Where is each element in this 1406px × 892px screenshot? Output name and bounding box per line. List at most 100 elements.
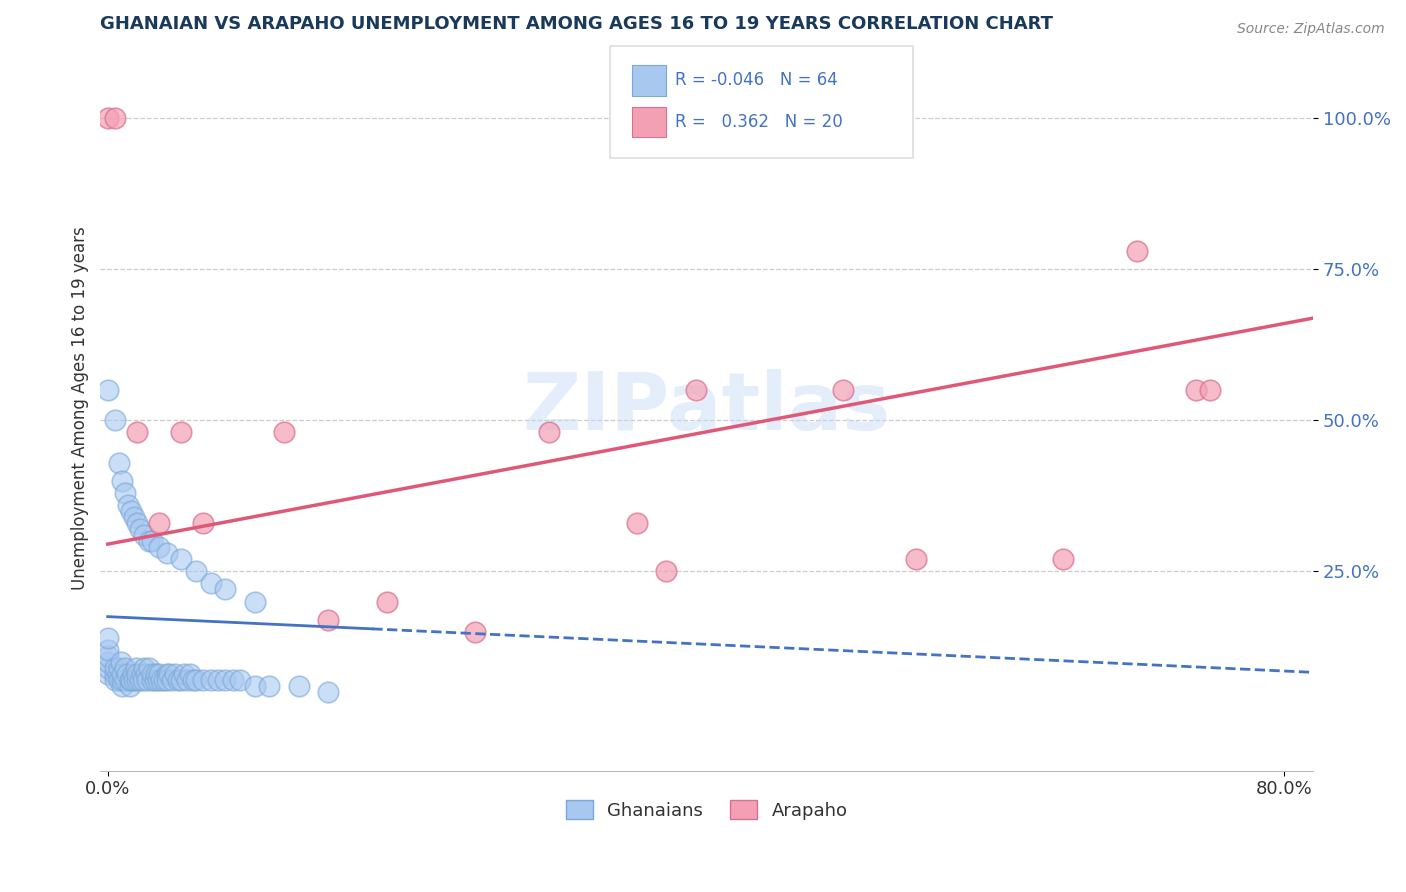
Point	[111, 667, 134, 681]
Point	[170, 425, 193, 440]
Point	[200, 576, 222, 591]
Point	[97, 631, 120, 645]
Point	[104, 673, 127, 687]
Point	[141, 673, 163, 687]
Point	[148, 540, 170, 554]
Point	[135, 667, 157, 681]
Point	[145, 667, 167, 681]
Point	[149, 673, 172, 687]
Point	[288, 679, 311, 693]
Point	[143, 673, 166, 687]
Text: GHANAIAN VS ARAPAHO UNEMPLOYMENT AMONG AGES 16 TO 19 YEARS CORRELATION CHART: GHANAIAN VS ARAPAHO UNEMPLOYMENT AMONG A…	[100, 15, 1053, 33]
Point	[120, 504, 142, 518]
Point	[655, 564, 678, 578]
Point	[170, 673, 193, 687]
Point	[117, 498, 139, 512]
Point	[97, 661, 120, 675]
Text: ZIPatlas: ZIPatlas	[523, 369, 891, 447]
Point	[375, 594, 398, 608]
Point	[108, 661, 131, 675]
Point	[97, 648, 120, 663]
Point	[184, 564, 207, 578]
Point	[127, 516, 149, 530]
Point	[170, 552, 193, 566]
FancyBboxPatch shape	[631, 65, 665, 95]
Point	[214, 673, 236, 687]
Point	[97, 667, 120, 681]
Point	[1199, 383, 1222, 397]
Point	[464, 624, 486, 639]
Legend: Ghanaians, Arapaho: Ghanaians, Arapaho	[558, 793, 855, 827]
Point	[114, 673, 136, 687]
Point	[127, 673, 149, 687]
Point	[127, 425, 149, 440]
Point	[685, 383, 707, 397]
Point	[111, 673, 134, 687]
Point	[159, 667, 181, 681]
Point	[176, 673, 198, 687]
Point	[148, 667, 170, 681]
Point	[173, 667, 195, 681]
Text: Source: ZipAtlas.com: Source: ZipAtlas.com	[1237, 22, 1385, 37]
Point	[181, 673, 204, 687]
Point	[122, 510, 145, 524]
Point	[138, 534, 160, 549]
Point	[167, 673, 190, 687]
Point	[97, 643, 120, 657]
Point	[134, 661, 156, 675]
Point	[114, 661, 136, 675]
Point	[104, 661, 127, 675]
Point	[207, 673, 229, 687]
Point	[214, 582, 236, 597]
Point	[155, 667, 177, 681]
Point	[129, 673, 152, 687]
Point	[141, 667, 163, 681]
Point	[118, 673, 141, 687]
Point	[155, 673, 177, 687]
Point	[97, 111, 120, 125]
Point	[221, 673, 243, 687]
Point	[179, 667, 201, 681]
Point	[316, 613, 339, 627]
Point	[229, 673, 252, 687]
Point	[273, 425, 295, 440]
Point	[134, 528, 156, 542]
Point	[104, 413, 127, 427]
FancyBboxPatch shape	[610, 45, 912, 158]
Point	[193, 673, 215, 687]
Point	[146, 673, 169, 687]
Point	[243, 594, 266, 608]
Point	[132, 673, 155, 687]
Point	[121, 667, 143, 681]
Point	[184, 673, 207, 687]
FancyBboxPatch shape	[631, 106, 665, 137]
Point	[1184, 383, 1206, 397]
Point	[115, 667, 138, 681]
Point	[162, 673, 184, 687]
Point	[243, 679, 266, 693]
Point	[122, 673, 145, 687]
Point	[193, 516, 215, 530]
Y-axis label: Unemployment Among Ages 16 to 19 years: Unemployment Among Ages 16 to 19 years	[72, 227, 89, 590]
Point	[626, 516, 648, 530]
Point	[97, 383, 120, 397]
Point	[108, 673, 131, 687]
Point	[905, 552, 928, 566]
Point	[111, 474, 134, 488]
Point	[129, 522, 152, 536]
Point	[127, 667, 149, 681]
Point	[831, 383, 853, 397]
Point	[141, 534, 163, 549]
Point	[107, 667, 129, 681]
Point	[537, 425, 560, 440]
Point	[114, 485, 136, 500]
Point	[259, 679, 281, 693]
Point	[136, 673, 159, 687]
Point	[120, 673, 142, 687]
Point	[152, 673, 174, 687]
Point	[104, 667, 127, 681]
Point	[124, 661, 146, 675]
Point	[138, 661, 160, 675]
Point	[200, 673, 222, 687]
Point	[108, 456, 131, 470]
